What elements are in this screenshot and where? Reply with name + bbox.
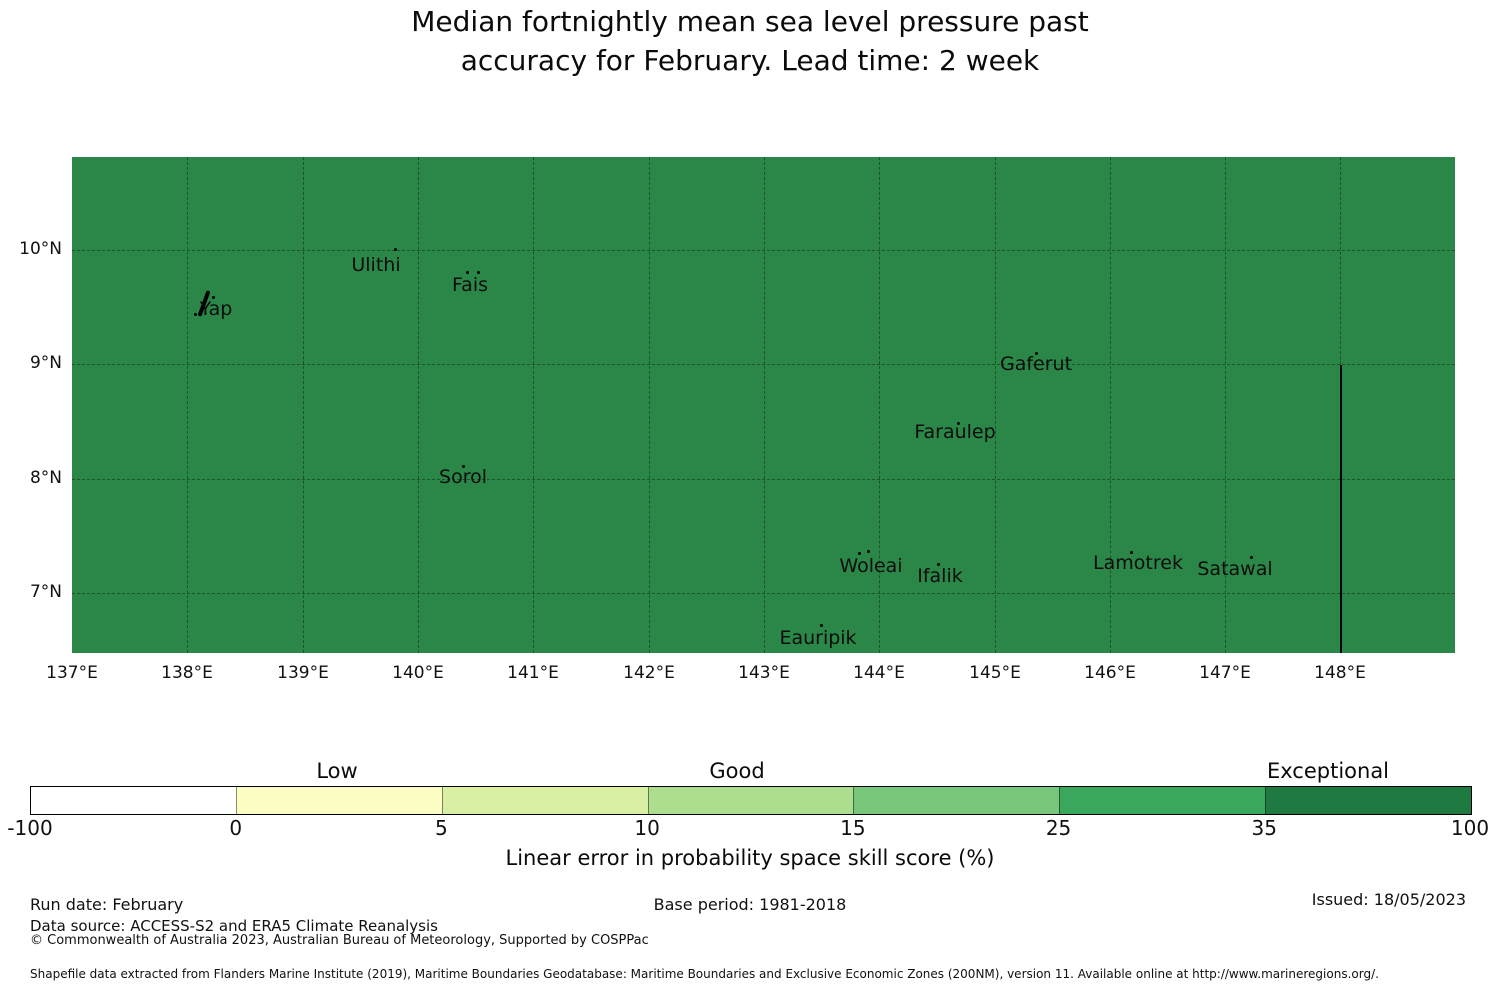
colorbar-tick-label: -100 [7,816,53,840]
latitude-tick-label: 10°N [19,239,62,259]
copyright-text: © Commonwealth of Australia 2023, Austra… [30,933,649,948]
longitude-tick-label: 143°E [738,663,790,683]
colorbar-tick-label: 0 [229,816,243,840]
latitude-tick-label: 9°N [29,353,62,373]
gridline-meridian [418,157,419,653]
gridline-meridian [764,157,765,653]
gridline-meridian [649,157,650,653]
longitude-tick-label: 145°E [969,663,1021,683]
gridline-parallel [72,479,1455,480]
map-canvas [72,157,1455,653]
gridline-meridian [1340,157,1341,653]
colorbar-category-label: Exceptional [1266,759,1390,783]
gridline-meridian [995,157,996,653]
colorbar-segment [1059,787,1266,814]
colorbar-tick-label: 25 [1045,816,1072,840]
gridline-meridian [187,157,188,653]
latitude-tick-label: 8°N [29,468,62,488]
colorbar-tick-label: 10 [634,816,660,840]
longitude-tick-label: 147°E [1199,663,1251,683]
longitude-tick-label: 137°E [46,663,98,683]
longitude-tick-label: 144°E [853,663,905,683]
title-line-1: Median fortnightly mean sea level pressu… [411,5,1089,38]
longitude-tick-label: 139°E [277,663,329,683]
longitude-tick-label: 146°E [1084,663,1136,683]
shapefile-attribution-text: Shapefile data extracted from Flanders M… [30,967,1379,981]
issued-date-text: Issued: 18/05/2023 [1311,890,1466,909]
colorbar-category-label: Low [316,759,358,783]
longitude-tick-label: 142°E [623,663,675,683]
gridline-meridian [303,157,304,653]
data-source-text: Data source: ACCESS-S2 and ERA5 Climate … [30,917,438,935]
longitude-tick-label: 148°E [1314,663,1366,683]
colorbar-segment [235,787,442,814]
colorbar-segment [441,787,648,814]
base-period-text: Base period: 1981-2018 [653,895,847,914]
colorbar-tick-label: 35 [1251,816,1278,840]
gridline-parallel [72,593,1455,594]
colorbar [30,786,1472,815]
figure-title: Median fortnightly mean sea level pressu… [0,2,1500,80]
title-line-2: accuracy for February. Lead time: 2 week [460,44,1040,77]
colorbar-tick-label: 100 [1450,816,1490,840]
latitude-tick-label: 7°N [29,582,62,602]
colorbar-tick-label: 15 [840,816,866,840]
run-date-text: Run date: February [30,895,184,914]
gridline-parallel [72,250,1455,251]
gridline-meridian [1225,157,1226,653]
gridline-meridian [1110,157,1111,653]
gridline-meridian [879,157,880,653]
colorbar-segment [853,787,1060,814]
colorbar-segment [1265,787,1472,814]
gridline-parallel [72,364,1455,365]
colorbar-tick-label: 5 [435,816,448,840]
longitude-tick-label: 141°E [507,663,559,683]
gridline-meridian [533,157,534,653]
colorbar-segment [647,787,854,814]
longitude-tick-label: 140°E [392,663,444,683]
colorbar-category-label: Good [709,759,765,783]
colorbar-segment [31,787,236,814]
colorbar-axis-label: Linear error in probability space skill … [505,846,995,870]
longitude-tick-label: 138°E [161,663,213,683]
